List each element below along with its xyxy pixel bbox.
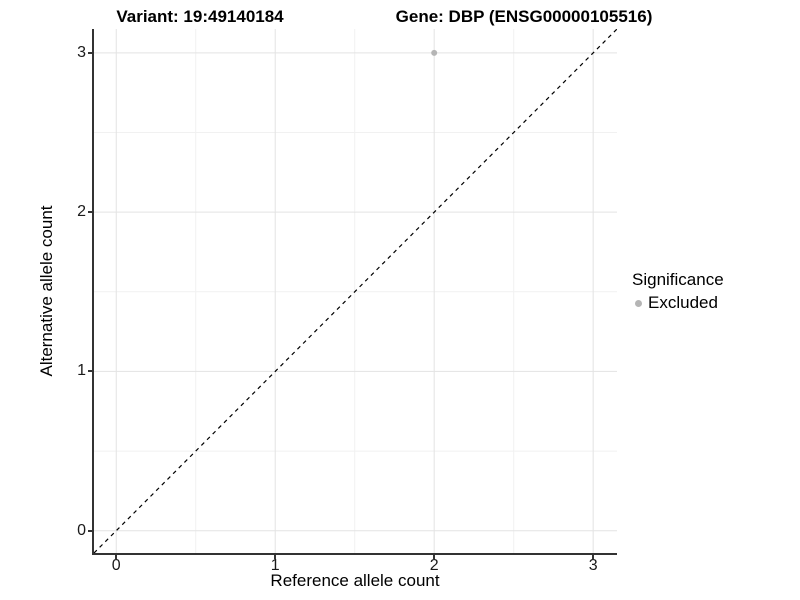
plot-panel [92,29,617,555]
panel-canvas [94,29,617,553]
y-tick-label: 0 [77,521,86,539]
x-tick-mark [274,555,277,559]
y-tick-label: 2 [77,203,86,221]
identity-reference-line [94,29,617,553]
plot-title-gene: Gene: DBP (ENSG00000105516) [395,7,653,26]
legend-title: Significance [632,270,724,289]
y-tick-label: 3 [77,43,86,61]
legend-item-excluded: Excluded [632,293,724,313]
legend-point-icon [635,299,642,307]
x-tick-mark [592,555,595,559]
x-tick-label: 1 [270,557,280,574]
y-tick-mark [88,51,92,54]
x-tick-mark [433,555,436,559]
legend-item-label: Excluded [648,293,718,312]
legend: Significance Excluded [632,270,724,313]
y-axis-title: Alternative allele count [37,205,56,377]
x-tick-mark [115,555,118,559]
y-tick-mark [88,370,92,373]
x-tick-label: 2 [429,557,439,574]
plot-title-variant: Variant: 19:49140184 [116,7,284,26]
data-point [431,49,438,56]
y-tick-mark [88,211,92,214]
x-axis-title: Reference allele count [270,571,440,590]
y-tick-mark [88,529,92,532]
x-tick-label: 3 [588,557,598,574]
y-tick-label: 1 [77,362,86,380]
x-tick-label: 0 [111,557,121,574]
